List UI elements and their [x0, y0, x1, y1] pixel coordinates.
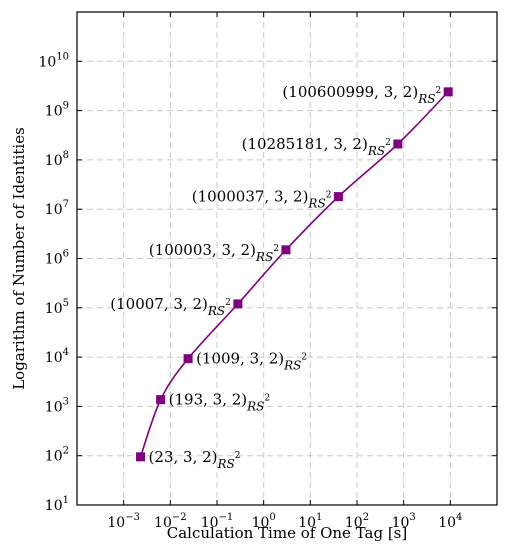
data-point-label: (1009, 3, 2)RS2 [196, 350, 307, 373]
x-tick-label: 103 [392, 512, 416, 531]
data-point-label: (1000037, 3, 2)RS2 [192, 188, 332, 211]
x-tick-label: 101 [298, 512, 322, 531]
x-tick-label: 10−3 [107, 512, 140, 531]
data-point-marker [156, 395, 166, 405]
data-point-label: (100600999, 3, 2)RS2 [282, 83, 441, 106]
y-tick-label: 107 [45, 199, 69, 218]
data-point-marker [233, 299, 243, 309]
data-point-label: (10007, 3, 2)RS2 [110, 295, 231, 318]
y-tick-label: 103 [45, 396, 69, 415]
x-tick-label: 10−1 [201, 512, 234, 531]
x-axis-ticks: 10−3 10−2 10−1 100 101 102 103 104 [107, 12, 462, 531]
plot-frame [76, 11, 498, 506]
series-layer [136, 87, 453, 462]
data-point-label: (100003, 3, 2)RS2 [149, 241, 279, 264]
x-tick-label: 10−2 [154, 512, 187, 531]
data-point-marker [443, 87, 453, 97]
y-tick-label: 1010 [38, 51, 69, 70]
x-tick-label: 100 [252, 512, 276, 531]
y-tick-label: 102 [45, 446, 69, 465]
y-tick-label: 101 [45, 495, 69, 514]
data-point-label: (23, 3, 2)RS2 [149, 448, 241, 471]
point-labels: (23, 3, 2)RS2 (193, 3, 2)RS2 (1009, 3, 2)R… [110, 83, 441, 471]
x-tick-label: 104 [438, 512, 462, 531]
y-tick-label: 109 [45, 101, 69, 120]
x-tick-label: 102 [345, 512, 369, 531]
data-point-marker [333, 192, 343, 202]
grid-lines [77, 12, 497, 506]
y-tick-label: 108 [45, 150, 69, 169]
y-axis-label: Logarithm of Number of Identities [10, 127, 28, 390]
y-tick-label: 105 [45, 298, 69, 317]
data-point-marker [281, 245, 291, 255]
data-point-marker [136, 452, 146, 462]
y-axis-ticks: 101 102 103 104 105 106 107 108 109 1010 [38, 51, 497, 514]
y-tick-label: 104 [45, 347, 69, 366]
y-tick-label: 106 [45, 249, 69, 268]
data-point-label: (193, 3, 2)RS2 [169, 391, 271, 414]
data-point-marker [393, 139, 403, 149]
data-point-label: (10285181, 3, 2)RS2 [242, 135, 391, 158]
data-point-marker [183, 354, 193, 364]
x-axis-label: Calculation Time of One Tag [s] [167, 524, 407, 542]
